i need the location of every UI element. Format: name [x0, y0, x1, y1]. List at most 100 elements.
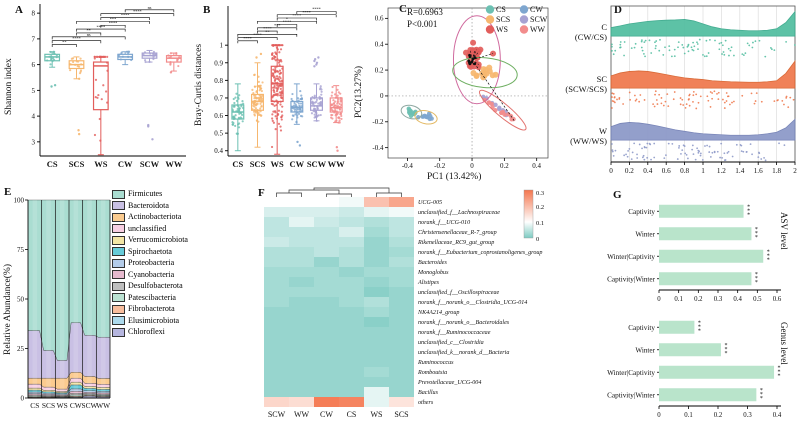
data-point — [238, 107, 241, 110]
y-tick-label: 0.8 — [214, 77, 223, 85]
data-point — [152, 50, 155, 53]
heatmap-row-label: unclassified_f__Oscillospiraceae — [418, 289, 500, 296]
data-point — [231, 123, 235, 126]
y-tick-label: 3 — [32, 138, 36, 146]
heatmap-cell — [289, 227, 314, 237]
data-point — [253, 73, 256, 77]
scatter-cluster-SCS — [470, 64, 499, 81]
heatmap-cell — [289, 267, 314, 277]
data-point — [240, 113, 244, 116]
data-point — [254, 96, 258, 100]
significance-bracket — [76, 21, 150, 24]
heatmap-cell — [364, 377, 389, 387]
heatmap-cell — [314, 267, 339, 277]
ridge-row-label: SC — [597, 74, 608, 84]
ridge-points-W — [611, 142, 786, 162]
y-tick-label: 1 — [220, 42, 224, 50]
data-point — [421, 114, 426, 119]
colorbar-tick-label: 0.2 — [536, 204, 544, 211]
data-point — [291, 92, 294, 96]
significance-stars: * * * — [698, 320, 701, 334]
data-point — [258, 98, 261, 102]
box-group-CS — [44, 50, 61, 88]
heatmap-cell — [339, 207, 364, 217]
data-point — [641, 156, 644, 159]
data-point — [633, 46, 636, 49]
data-point — [623, 154, 626, 157]
data-point — [232, 97, 235, 101]
x-tick-label: 0.6 — [773, 296, 782, 303]
heatmap-column-label: WS — [371, 410, 383, 419]
heatmap-cell — [264, 357, 289, 367]
data-point — [281, 44, 284, 47]
data-point — [611, 143, 613, 145]
heatmap-cell — [314, 277, 339, 287]
bar-category-label: Winter — [635, 346, 655, 354]
outlier-point — [298, 144, 302, 147]
data-point — [274, 55, 277, 59]
data-point — [713, 90, 716, 93]
data-point — [655, 45, 657, 47]
heatmap-cell — [289, 217, 314, 227]
data-point — [301, 115, 304, 118]
legend-label: Actinobacteriota — [128, 212, 182, 222]
centroid-link — [471, 59, 475, 67]
y-tick-label: 0.5 — [214, 130, 223, 138]
data-point — [332, 105, 336, 108]
data-point — [708, 151, 711, 153]
data-point — [272, 89, 275, 92]
heatmap-cell — [364, 287, 389, 297]
data-point — [634, 42, 637, 45]
data-point — [705, 55, 708, 58]
data-point — [331, 85, 334, 89]
data-point — [106, 55, 109, 59]
heatmap-cell — [264, 237, 289, 247]
data-point — [723, 107, 726, 109]
heatmap-cell — [264, 367, 289, 377]
data-point — [318, 101, 321, 105]
significance-label: ns — [148, 5, 152, 10]
dendrogram — [276, 192, 302, 197]
significance-bracket — [51, 44, 77, 48]
data-point — [654, 93, 656, 96]
heatmap-cell — [364, 327, 389, 337]
data-point — [668, 45, 671, 48]
c-anosim-r: R=0.6963 — [407, 7, 443, 17]
data-point — [680, 152, 682, 155]
x-category-label: CW — [118, 159, 133, 169]
bar-chart-genus-level: 0 0.1 0.2 0.3 0.4 Captivity * * * Winter * * * Winter… — [607, 320, 782, 419]
significance-bracket — [276, 24, 298, 28]
data-point — [667, 142, 670, 145]
significance-bracket — [257, 20, 317, 24]
y-tick-label: 25 — [17, 345, 25, 353]
data-point — [331, 109, 334, 112]
outlier-point — [147, 125, 150, 128]
outlier-point — [77, 129, 80, 132]
data-point — [691, 48, 694, 51]
data-point — [470, 39, 477, 46]
data-point — [337, 91, 340, 94]
legend-item-Patescibacteria: Patescibacteria — [112, 293, 188, 303]
bar-Winter — [659, 227, 752, 241]
significance-label: ** — [62, 40, 66, 45]
legend-label: Chloroflexi — [128, 327, 165, 337]
data-point — [297, 102, 300, 105]
data-point — [667, 105, 670, 107]
heatmap-cell — [339, 257, 364, 267]
heatmap-cell — [389, 247, 414, 257]
data-point — [642, 154, 645, 157]
heatmap-row-label: Prevotellaceae_UCG-004 — [417, 380, 481, 386]
data-point — [52, 51, 56, 54]
data-point — [293, 108, 297, 111]
data-point — [613, 96, 616, 99]
data-point — [697, 48, 699, 51]
data-point — [330, 104, 333, 107]
y-tick-label: -0.4 — [372, 144, 384, 152]
data-point — [754, 40, 757, 43]
outlier-point — [169, 71, 173, 74]
data-point — [698, 150, 701, 153]
x-tick-label: -0.2 — [434, 162, 446, 170]
heatmap-cell — [314, 327, 339, 337]
